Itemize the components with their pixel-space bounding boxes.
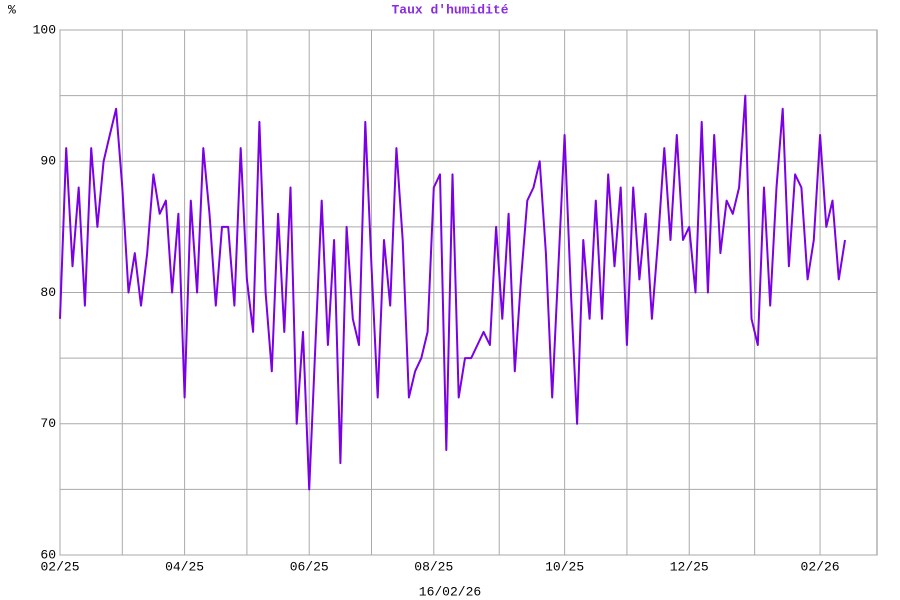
y-tick-label: 80 bbox=[40, 285, 56, 300]
y-tick-label: 70 bbox=[40, 416, 56, 431]
x-tick-label: 12/25 bbox=[670, 559, 709, 574]
x-tick-label: 10/25 bbox=[545, 559, 584, 574]
x-axis-label: 16/02/26 bbox=[419, 584, 481, 599]
y-tick-label: 60 bbox=[40, 547, 56, 562]
x-tick-label: 08/25 bbox=[414, 559, 453, 574]
x-tick-label: 02/25 bbox=[40, 559, 79, 574]
x-tick-label: 02/26 bbox=[801, 559, 840, 574]
y-tick-label: 100 bbox=[33, 22, 56, 37]
y-axis-label: % bbox=[8, 2, 16, 17]
x-tick-label: 06/25 bbox=[290, 559, 329, 574]
x-tick-label: 04/25 bbox=[165, 559, 204, 574]
chart-title: Taux d'humidité bbox=[391, 2, 508, 17]
data-line bbox=[59, 94, 846, 491]
y-tick-label: 90 bbox=[40, 154, 56, 169]
